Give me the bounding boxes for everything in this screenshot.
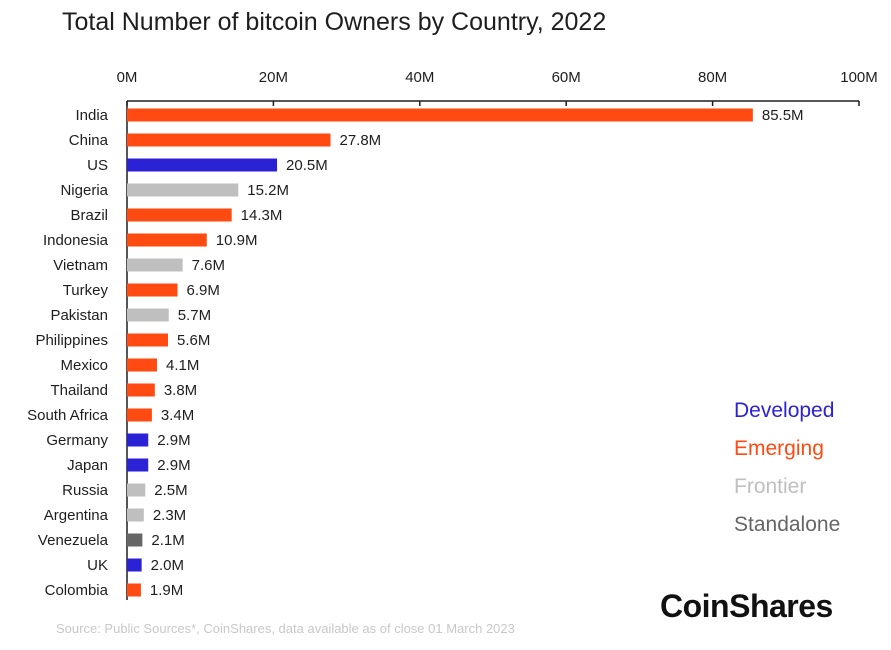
bar [127,483,146,497]
bar [127,358,158,372]
category-label: Japan [67,457,108,474]
source-note: Source: Public Sources*, CoinShares, dat… [56,621,515,636]
x-tick-label: 80M [698,69,727,86]
value-label: 4.1M [166,357,199,374]
bar [127,408,152,422]
legend-developed: Developed [734,399,835,422]
value-label: 5.6M [177,332,210,349]
value-label: 10.9M [216,232,258,249]
category-label: Germany [46,432,108,449]
category-label: Colombia [45,582,109,599]
value-label: 5.7M [178,307,211,324]
bar [127,308,169,322]
x-tick-label: 100M [840,69,878,86]
bar [127,233,207,247]
category-label: Vietnam [53,257,108,274]
coinshares-logo: CoinShares [660,588,833,624]
x-tick-label: 60M [552,69,581,86]
bar [127,433,149,447]
bar [127,583,141,597]
value-label: 27.8M [339,132,381,149]
value-label: 20.5M [286,157,328,174]
category-label: South Africa [27,407,109,424]
bar [127,533,143,547]
value-label: 3.8M [164,382,197,399]
legend-emerging: Emerging [734,437,824,460]
value-label: 2.3M [153,507,186,524]
value-label: 85.5M [762,107,804,124]
bar [127,158,278,172]
category-label: UK [87,557,108,574]
bar [127,133,331,147]
category-label: Nigeria [60,182,108,199]
value-label: 2.5M [154,482,187,499]
bar [127,183,239,197]
bar [127,108,753,122]
value-label: 3.4M [161,407,194,424]
category-label: China [69,132,109,149]
category-label: Indonesia [43,232,109,249]
legend-frontier: Frontier [734,475,807,498]
chart-title: Total Number of bitcoin Owners by Countr… [62,8,607,36]
category-label: Turkey [63,282,109,299]
category-label: Mexico [60,357,108,374]
x-tick-label: 0M [117,69,138,86]
value-label: 14.3M [241,207,283,224]
legend: Developed Emerging Frontier Standalone [734,392,840,544]
value-label: 15.2M [247,182,289,199]
bar [127,258,183,272]
category-label: Pakistan [50,307,108,324]
x-tick-label: 40M [405,69,434,86]
value-label: 2.1M [151,532,184,549]
bar [127,558,142,572]
bar [127,508,144,522]
bar [127,383,155,397]
category-label: Argentina [44,507,109,524]
category-label: India [75,107,108,124]
bar [127,333,168,347]
category-label: Philippines [35,332,108,349]
value-label: 2.9M [157,432,190,449]
value-label: 7.6M [192,257,225,274]
category-label: Thailand [50,382,108,399]
legend-standalone: Standalone [734,513,841,536]
category-label: Venezuela [38,532,109,549]
bar [127,283,178,297]
value-label: 2.0M [151,557,184,574]
bar [127,208,232,222]
x-tick-label: 20M [259,69,288,86]
value-label: 2.9M [157,457,190,474]
category-label: US [87,157,108,174]
category-label: Brazil [70,207,108,224]
bar [127,458,149,472]
value-label: 1.9M [150,582,183,599]
category-label: Russia [62,482,109,499]
value-label: 6.9M [187,282,220,299]
